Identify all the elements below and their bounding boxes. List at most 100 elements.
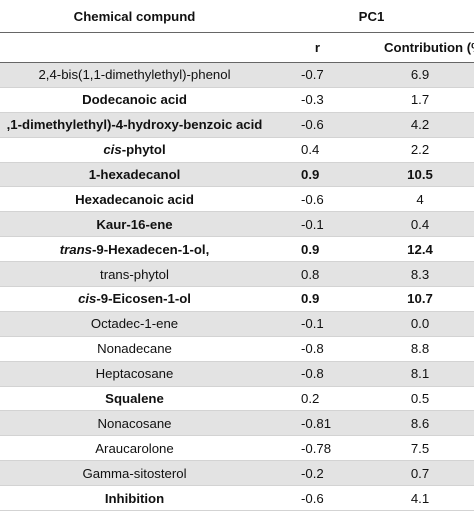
compound-name-cell: trans-9-Hexadecen-1-ol, (0, 236, 269, 263)
compound-name: Kaur-16-ene (96, 217, 172, 232)
compound-name-text: -phytol (121, 142, 166, 158)
compound-name: Gamma-sitosterol (82, 466, 186, 481)
r-value: -0.1 (269, 311, 366, 337)
compound-name-text: Inhibition (104, 490, 165, 506)
compound-name: Nonacosane (97, 416, 171, 431)
r-value: -0.7 (269, 62, 366, 88)
compound-header: Chemical compund (0, 0, 269, 33)
r-value: -0.6 (269, 485, 366, 511)
r-value: -0.6 (269, 112, 366, 138)
compound-name-text: -9-Eicosen-1-ol (96, 291, 191, 307)
contribution-value: 0.4 (366, 211, 474, 238)
compound-name: Hexadecanoic acid (75, 192, 194, 207)
contribution-value: 8.1 (366, 361, 474, 387)
table-row: ,1-dimethylethyl)-4-hydroxy-benzoic acid… (0, 112, 474, 138)
compound-name-text: Dodecanoic acid (82, 92, 187, 108)
compound-name-cell: Inhibition (0, 485, 269, 511)
table-row: Heptacosane -0.8 8.1 (0, 361, 474, 387)
compound-name: 1-hexadecanol (89, 167, 181, 182)
r-value: 0.9 (269, 162, 366, 188)
compound-name: Araucarolone (95, 441, 173, 456)
compound-name: trans-phytol (100, 267, 169, 282)
r-value: 0.8 (269, 261, 366, 288)
r-value: 0.9 (269, 236, 366, 263)
table-row: trans-phytol 0.8 8.3 (0, 261, 474, 288)
compound-name-cell: trans-phytol (0, 261, 269, 288)
r-value: -0.6 (269, 186, 366, 213)
contribution-value: 4.1 (366, 485, 474, 511)
compound-name-text: 1-hexadecanol (88, 167, 181, 182)
compound-name-text: Nonacosane (97, 415, 172, 431)
compound-name-text: Kaur-16-ene (96, 216, 173, 232)
compound-name: cis-9-Eicosen-1-ol (78, 291, 191, 306)
r-value: 0.4 (269, 137, 366, 163)
table-body: 2,4-bis(1,1-dimethylethyl)-phenol -0.7 6.9… (0, 62, 474, 511)
table-row: cis-9-Eicosen-1-ol 0.9 10.7 (0, 286, 474, 312)
contribution-value: 10.7 (366, 286, 474, 312)
contribution-value: 1.7 (366, 87, 474, 113)
pc1-header: PC1 (269, 0, 474, 33)
r-value: 0.2 (269, 386, 366, 412)
empty-header-cell (0, 32, 269, 63)
table-row: Nonadecane -0.8 8.8 (0, 336, 474, 362)
compound-name: cis-phytol (103, 142, 165, 157)
compound-name-text: Octadec-1-ene (90, 316, 179, 332)
compound-name-italic-prefix: cis (78, 291, 97, 307)
compound-name-cell: cis-9-Eicosen-1-ol (0, 286, 269, 312)
compound-name-cell: 1-hexadecanol (0, 162, 269, 188)
contribution-value: 8.3 (366, 261, 474, 288)
compound-name: Octadec-1-ene (91, 316, 178, 331)
compound-name-cell: Gamma-sitosterol (0, 460, 269, 487)
compound-name-text: trans-phytol (100, 266, 169, 282)
compound-name: 2,4-bis(1,1-dimethylethyl)-phenol (38, 67, 230, 82)
r-value: -0.8 (269, 336, 366, 362)
contribution-header: Contribution (% (366, 32, 474, 63)
r-value: -0.81 (269, 410, 366, 437)
r-value: -0.78 (269, 435, 366, 462)
contribution-value: 10.5 (366, 162, 474, 188)
r-value: -0.8 (269, 361, 366, 387)
compound-name-cell: Heptacosane (0, 361, 269, 387)
compound-name-text: ,1-dimethylethyl)-4-hydroxy-benzoic acid (6, 117, 263, 133)
contribution-value: 7.5 (366, 435, 474, 462)
compound-name-cell: Kaur-16-ene (0, 211, 269, 238)
table-row: Gamma-sitosterol -0.2 0.7 (0, 460, 474, 487)
r-header: r (269, 32, 366, 63)
table-row: 2,4-bis(1,1-dimethylethyl)-phenol -0.7 6.9 (0, 62, 474, 88)
compound-name-text: Hexadecanoic acid (75, 191, 194, 207)
compound-name-cell: Nonadecane (0, 336, 269, 362)
compound-name-cell: Araucarolone (0, 435, 269, 462)
compound-name-text: 2,4-bis(1,1-dimethylethyl)-phenol (38, 67, 231, 83)
compound-name-cell: cis-phytol (0, 137, 269, 163)
compound-name-text: -9-Hexadecen-1-ol, (91, 241, 210, 257)
table-row: Araucarolone -0.78 7.5 (0, 435, 474, 462)
contribution-value: 4.2 (366, 112, 474, 138)
contribution-value: 8.6 (366, 410, 474, 437)
contribution-value: 2.2 (366, 137, 474, 163)
header-row-1: Chemical compund PC1 (0, 0, 474, 33)
table-row: Squalene 0.2 0.5 (0, 386, 474, 412)
compound-name-cell: Octadec-1-ene (0, 311, 269, 337)
compound-name: Nonadecane (97, 341, 172, 356)
compound-name-cell: Hexadecanoic acid (0, 186, 269, 213)
table-row: trans-9-Hexadecen-1-ol, 0.9 12.4 (0, 236, 474, 263)
compound-name: Heptacosane (96, 366, 174, 381)
table-row: Dodecanoic acid -0.3 1.7 (0, 87, 474, 113)
compound-name-cell: 2,4-bis(1,1-dimethylethyl)-phenol (0, 62, 269, 88)
table-row: Octadec-1-ene -0.1 0.0 (0, 311, 474, 337)
compound-name-cell: ,1-dimethylethyl)-4-hydroxy-benzoic acid (0, 112, 269, 138)
compound-name-text: Squalene (105, 391, 164, 407)
table-row: Inhibition -0.6 4.1 (0, 485, 474, 511)
r-value: -0.1 (269, 211, 366, 238)
r-value: -0.3 (269, 87, 366, 113)
header-row-2: r Contribution (% (0, 32, 474, 63)
contribution-value: 0.5 (366, 386, 474, 412)
compound-name-text: Araucarolone (95, 440, 174, 456)
contribution-value: 0.7 (366, 460, 474, 487)
table-row: Hexadecanoic acid -0.6 4 (0, 186, 474, 213)
table-row: 1-hexadecanol 0.9 10.5 (0, 162, 474, 188)
table-row: Nonacosane -0.81 8.6 (0, 410, 474, 437)
compound-name-italic-prefix: cis (103, 142, 122, 158)
contribution-value: 0.0 (366, 311, 474, 337)
